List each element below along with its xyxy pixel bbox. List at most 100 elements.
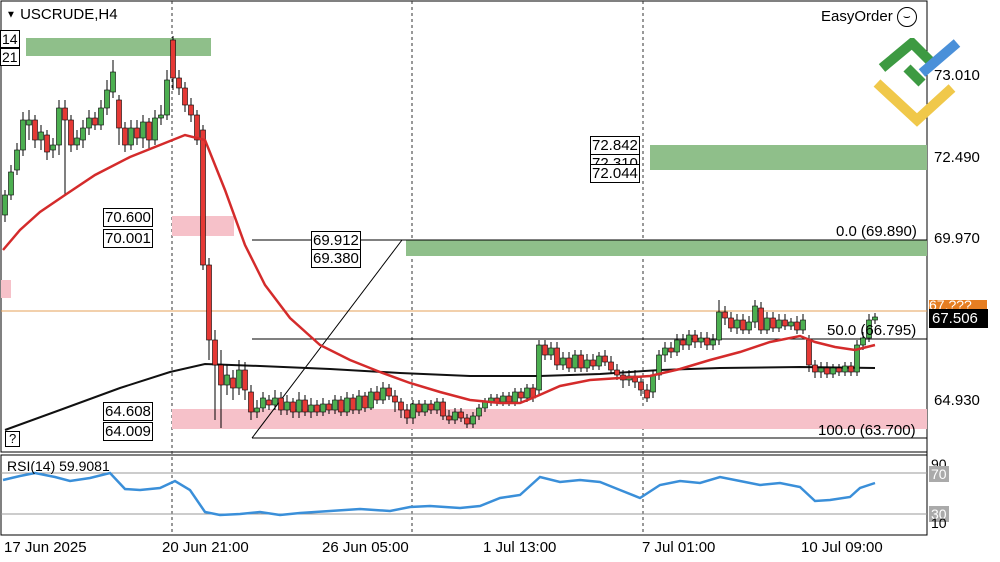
candle-body (536, 344, 542, 391)
candle-body (728, 317, 734, 329)
candle-body (116, 99, 122, 129)
time-axis-label: 20 Jun 21:00 (162, 539, 249, 556)
candle-body (134, 127, 140, 139)
clipped-level-label: 21 (0, 48, 20, 66)
candle-body (446, 415, 452, 421)
candle-body (434, 401, 440, 411)
candle-body (578, 354, 584, 369)
symbol-title[interactable]: ▼ USCRUDE,H4 (6, 6, 118, 23)
candle-body (158, 114, 164, 119)
help-button[interactable]: ? (5, 431, 21, 447)
rsi-axis-label: 10 (931, 515, 947, 531)
fib-level-0-label: 0.0 (69.890) (836, 223, 917, 240)
candle-body (308, 404, 314, 413)
candle-body (476, 407, 482, 417)
candle-body (692, 334, 698, 343)
candle-body (788, 321, 794, 327)
candle-body (140, 121, 146, 139)
candle-body (284, 401, 290, 411)
demand-zone (1, 280, 11, 298)
fib-level-50-label: 50.0 (66.795) (827, 322, 917, 339)
candle-body (332, 399, 338, 411)
dropdown-triangle-icon[interactable]: ▼ (6, 9, 16, 21)
candle-body (776, 319, 782, 329)
candle-body (836, 367, 842, 373)
candle-body (464, 417, 470, 425)
level-label: 69.912 (311, 231, 361, 250)
smiley-icon[interactable]: ⌣ (896, 7, 917, 27)
candle-body (176, 77, 182, 89)
candle-body (68, 119, 74, 146)
easyorder-label[interactable]: EasyOrder (821, 7, 893, 25)
candle-body (14, 149, 20, 171)
candle-body (422, 403, 428, 413)
candle-body (650, 374, 656, 393)
candle-body (860, 337, 866, 346)
level-label: 72.842 (590, 136, 640, 155)
candle-body (554, 347, 560, 366)
candle-body (2, 194, 8, 216)
candle-body (242, 369, 248, 391)
candle-body (506, 395, 512, 403)
candle-body (662, 347, 668, 356)
candle-body (752, 305, 758, 323)
candle-body (548, 347, 554, 356)
candle-body (254, 407, 260, 413)
candle-body (746, 321, 752, 331)
candle-body (380, 387, 386, 401)
candle-body (782, 319, 788, 327)
candle-body (668, 347, 674, 353)
time-axis-label: 26 Jun 05:00 (322, 539, 409, 556)
candle-body (680, 339, 686, 346)
candle-body (392, 395, 398, 403)
candle-body (590, 359, 596, 367)
candle-body (50, 144, 56, 151)
candle-body (26, 119, 32, 126)
clipped-level-label: 14 (0, 30, 20, 48)
candle-body (386, 387, 392, 397)
candle-body (224, 374, 230, 386)
time-axis-label: 17 Jun 2025 (4, 539, 87, 556)
rsi-line (2, 471, 876, 517)
candle-body (686, 334, 692, 346)
candle-body (710, 339, 716, 346)
candle-body (128, 127, 134, 146)
level-label: 64.608 (103, 402, 153, 421)
price-axis-label: 64.930 (934, 392, 980, 409)
rsi-indicator-label: RSI(14) 59.9081 (7, 458, 110, 474)
candle-body (362, 395, 368, 409)
price-axis-label: 73.010 (934, 67, 980, 84)
time-axis-label: 7 Jul 01:00 (642, 539, 716, 556)
candle-body (338, 399, 344, 413)
candle-body (122, 127, 128, 146)
candle-body (800, 319, 806, 331)
demand-zone (172, 409, 927, 429)
candle-body (152, 117, 158, 141)
level-label: 72.044 (590, 164, 640, 183)
candle-body (716, 311, 722, 341)
candle-body (428, 403, 434, 411)
candle-body (458, 411, 464, 419)
candle-body (80, 127, 86, 141)
level-label: 70.600 (103, 208, 153, 227)
candle-body (608, 361, 614, 371)
candle-body (398, 401, 404, 411)
candle-body (236, 369, 242, 389)
candle-body (260, 397, 266, 409)
candle-body (656, 354, 662, 376)
candle-body (170, 39, 176, 79)
candle-body (194, 114, 200, 141)
candle-body (470, 415, 476, 425)
candle-body (452, 411, 458, 421)
easyorder-panel[interactable]: EasyOrder ⌣ (821, 7, 917, 27)
candle-body (674, 339, 680, 353)
candle-body (602, 355, 608, 363)
candle-body (722, 311, 728, 319)
candle-body (794, 321, 800, 331)
candle-body (290, 401, 296, 413)
candle-body (542, 344, 548, 356)
candle-body (212, 339, 218, 366)
hidden-price-tag: 67.??? (929, 300, 987, 310)
candle-body (770, 317, 776, 329)
